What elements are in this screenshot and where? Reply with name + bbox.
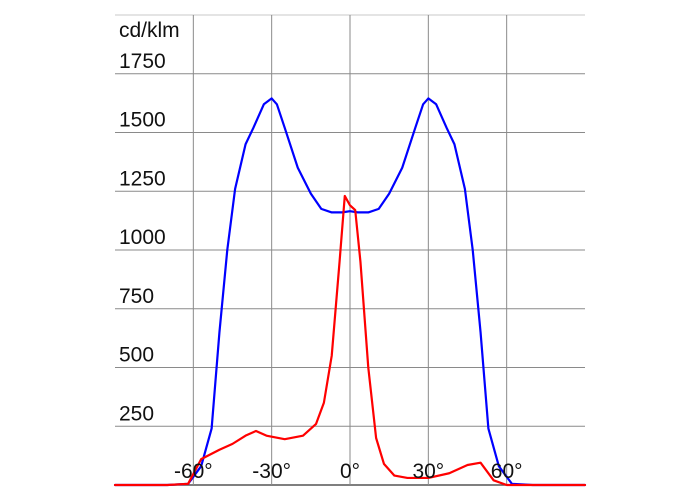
y-tick-label: 750 [119, 285, 154, 308]
series-layer [113, 97, 587, 487]
y-tick-label: 250 [119, 402, 154, 425]
x-tick-label: -60° [174, 460, 213, 483]
y-axis-unit-label: cd/klm [119, 19, 180, 42]
y-tick-label: 1000 [119, 226, 166, 249]
series-line-2 [113, 194, 587, 487]
y-tick-label: 500 [119, 344, 154, 367]
series-line-1 [113, 97, 587, 487]
y-tick-label: 1750 [119, 50, 166, 73]
grid [115, 14, 585, 486]
tick-labels: cd/klm 250 500 750 1000 1250 1500 1750 -60° -30°… [119, 19, 523, 483]
x-tick-label: 30° [412, 460, 444, 483]
x-tick-label: 60° [491, 460, 523, 483]
y-tick-label: 1500 [119, 109, 166, 132]
y-tick-label: 1250 [119, 167, 166, 190]
x-tick-label: -30° [252, 460, 291, 483]
x-tick-label: 0° [340, 460, 360, 483]
